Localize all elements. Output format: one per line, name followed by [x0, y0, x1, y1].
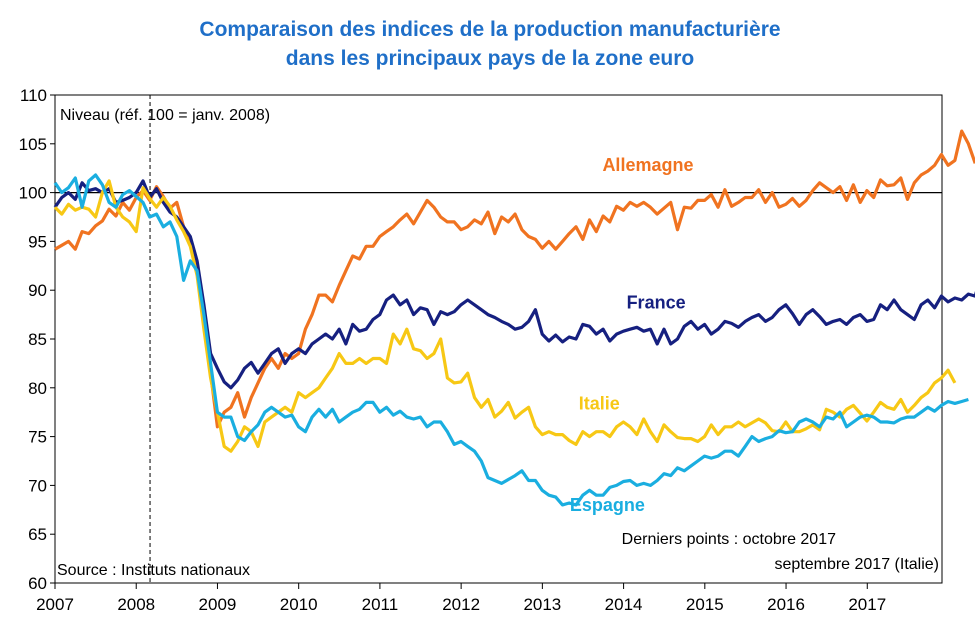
y-tick-label: 90 [28, 281, 47, 300]
x-tick-label: 2017 [848, 595, 886, 614]
y-tick-label: 85 [28, 330, 47, 349]
series-label-allemagne: Allemagne [602, 155, 693, 175]
series-label-italie: Italie [579, 393, 620, 413]
x-tick-label: 2010 [280, 595, 318, 614]
x-tick-label: 2015 [686, 595, 724, 614]
series-label-france: France [627, 293, 686, 313]
y-tick-label: 110 [20, 86, 47, 105]
x-tick-label: 2014 [605, 595, 643, 614]
y-tick-label: 75 [28, 428, 47, 447]
y-axis-description: Niveau (réf. 100 = janv. 2008) [60, 107, 270, 124]
x-tick-label: 2013 [523, 595, 561, 614]
x-tick-label: 2008 [117, 595, 155, 614]
y-tick-label: 100 [19, 184, 47, 203]
last-points-note-2: septembre 2017 (Italie) [774, 556, 939, 573]
x-tick-label: 2011 [362, 595, 399, 614]
x-tick-label: 2007 [36, 595, 74, 614]
last-points-note-1: Derniers points : octobre 2017 [622, 531, 836, 548]
y-tick-label: 70 [28, 476, 47, 495]
series-line-france [53, 179, 975, 390]
x-tick-label: 2016 [767, 595, 805, 614]
y-tick-label: 65 [28, 525, 47, 544]
x-tick-label: 2009 [199, 595, 237, 614]
y-tick-label: 60 [28, 574, 47, 593]
series-line-allemagne [54, 129, 975, 429]
series-line-espagne [53, 173, 969, 507]
y-tick-label: 105 [19, 135, 47, 154]
y-tick-label: 95 [28, 232, 47, 251]
chart-title-line2: dans les principaux pays de la zone euro [286, 47, 694, 70]
plot-area: 60 65 70 75 80 85 90 95 100 105 110 2007 2008 2009 201… [19, 86, 975, 614]
y-tick-label: 80 [28, 379, 47, 398]
chart-title-line1: Comparaison des indices de la production… [199, 18, 780, 41]
source-note: Source : Instituts nationaux [57, 562, 250, 579]
x-tick-label: 2012 [442, 595, 480, 614]
series-line-italie [53, 179, 957, 453]
plot-frame [54, 94, 943, 584]
series-label-espagne: Espagne [570, 495, 645, 515]
